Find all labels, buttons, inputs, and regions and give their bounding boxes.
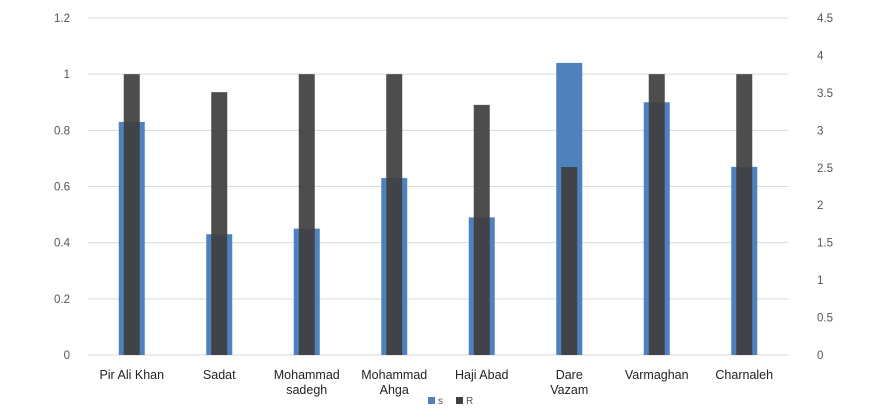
right-axis: 0 0.5 1 1.5 2 2.5 3 3.5 4 4.5 <box>817 13 833 362</box>
right-tick-label: 1 <box>817 275 823 287</box>
bar-r <box>298 74 315 356</box>
left-axis: 0 0.2 0.4 0.6 0.8 1 1.2 <box>54 13 71 362</box>
category-label: Dare Vazam <box>550 368 588 397</box>
bar-r <box>736 74 753 356</box>
left-tick-label: 0.4 <box>54 238 71 250</box>
bar-r <box>561 167 578 355</box>
legend-swatch <box>428 397 435 404</box>
category-label: Mohammad Ahga <box>361 368 427 397</box>
legend-label: R <box>466 396 473 407</box>
left-tick-label: 0.6 <box>54 182 70 194</box>
right-tick-label: 3 <box>817 125 823 137</box>
bar-r <box>473 104 490 355</box>
legend-swatch <box>456 397 463 404</box>
category-label: Sadat <box>203 368 236 382</box>
category-label: Varmaghan <box>625 368 689 382</box>
right-tick-label: 2.5 <box>817 163 833 175</box>
left-tick-label: 0.2 <box>54 294 70 306</box>
right-tick-label: 0.5 <box>817 313 833 325</box>
right-tick-label: 1.5 <box>817 238 833 250</box>
left-tick-label: 0.8 <box>54 125 70 137</box>
gridlines <box>88 17 788 356</box>
right-tick-label: 3.5 <box>817 88 833 100</box>
category-label: Charnaleh <box>715 368 773 382</box>
bar-r <box>386 74 403 356</box>
right-tick-label: 4 <box>817 50 824 62</box>
left-tick-label: 0 <box>64 350 70 362</box>
left-tick-label: 1 <box>64 69 70 81</box>
category-label: Mohammad sadegh <box>274 368 340 397</box>
series-r-bars <box>123 74 753 356</box>
left-tick-label: 1.2 <box>54 13 70 25</box>
legend-label: s <box>438 396 443 407</box>
bar-r <box>211 92 228 355</box>
right-tick-label: 2 <box>817 200 823 212</box>
category-labels: Pir Ali Khan Sadat Mohammad sadegh Mohammad A… <box>99 368 773 397</box>
bar-r <box>123 74 140 356</box>
right-tick-label: 4.5 <box>817 13 833 25</box>
bar-r <box>648 74 665 356</box>
right-tick-label: 0 <box>817 350 823 362</box>
category-label: Pir Ali Khan <box>99 368 164 382</box>
category-label: Haji Abad <box>455 368 509 382</box>
